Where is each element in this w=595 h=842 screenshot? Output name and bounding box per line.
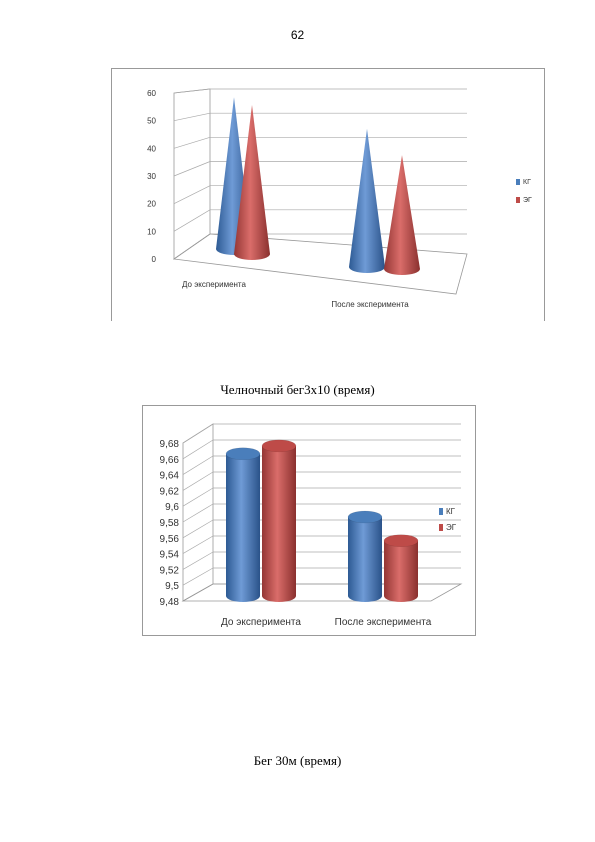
gridline-side — [182, 439, 214, 460]
legend-label: КГ — [523, 179, 531, 186]
y-tick-label: 10 — [147, 227, 156, 236]
y-tick-label: 50 — [147, 117, 156, 126]
y-tick-label: 9,58 — [160, 518, 180, 529]
legend-item: ЭГ — [439, 523, 456, 532]
gridline-side — [173, 185, 211, 204]
legend-swatch — [439, 508, 443, 515]
side-wall — [182, 423, 214, 602]
gridline-side — [182, 519, 214, 539]
y-tick-label: 20 — [147, 200, 156, 209]
y-tick-label: 30 — [147, 172, 156, 181]
y-tick-label: 40 — [147, 144, 156, 153]
gridline-side — [182, 567, 214, 586]
legend-label: ЭГ — [446, 523, 457, 532]
cylinder-bar — [226, 453, 260, 602]
gridline-side — [173, 136, 211, 149]
cone-chart: 0 10 20 30 40 50 60 До эксперимента После экспер… — [111, 68, 545, 321]
gridline-side — [182, 535, 214, 554]
y-tick-label: 9,62 — [160, 486, 180, 497]
y-tick-label: 0 — [152, 255, 157, 264]
gridline-side — [182, 487, 214, 507]
gridline-side — [173, 209, 211, 232]
gridline-side — [182, 503, 214, 523]
cylinder-top — [383, 534, 419, 547]
y-tick-label: 9,52 — [160, 565, 180, 576]
floor — [181, 583, 463, 602]
page-number: 62 — [290, 28, 305, 42]
chart-caption-30m-run: Бег 30м (время) — [253, 753, 342, 768]
cylinder-top — [347, 510, 383, 524]
cylinder-chart-plot: 9,48 9,5 9,52 9,54 9,56 9,58 9,6 9,62 9,64 9,66 9,… — [160, 423, 463, 628]
gridline-side — [173, 112, 211, 122]
gridline-side — [182, 455, 214, 475]
gridline-side — [173, 161, 211, 177]
x-category-label: После эксперимента — [331, 300, 409, 309]
cylinder-top — [261, 439, 297, 453]
cone-chart-plot: 0 10 20 30 40 50 60 До эксперимента После экспер… — [147, 88, 532, 309]
y-tick-label: 9,48 — [160, 597, 180, 608]
gridline-side — [182, 423, 214, 444]
cone-bar — [349, 128, 385, 273]
y-tick-label: 9,64 — [160, 471, 180, 482]
legend-swatch — [439, 524, 443, 531]
cylinder-bar — [262, 445, 296, 602]
gridline-side — [182, 551, 214, 570]
cylinder-bar — [348, 517, 382, 602]
legend-swatch — [516, 179, 520, 185]
legend-item: КГ — [439, 507, 455, 516]
gridline-side — [182, 471, 214, 491]
cylinder-top — [225, 447, 261, 461]
x-category-label: До эксперимента — [182, 280, 246, 289]
cone-bar — [384, 155, 420, 275]
y-tick-label: 9,5 — [165, 581, 179, 592]
y-tick-label: 9,54 — [160, 550, 180, 561]
legend-swatch — [516, 197, 520, 203]
y-tick-label: 9,56 — [160, 534, 180, 545]
y-tick-label: 60 — [147, 89, 156, 98]
cylinder-chart: 9,48 9,5 9,52 9,54 9,56 9,58 9,6 9,62 9,64 9,66 9,… — [142, 405, 476, 636]
cylinder-bar — [384, 540, 418, 602]
y-tick-label: 9,6 — [165, 502, 179, 513]
legend-label: ЭГ — [523, 197, 532, 204]
y-tick-label: 9,66 — [160, 455, 180, 466]
x-category-label: После эксперимента — [335, 617, 432, 628]
floor — [172, 233, 468, 295]
gridline-side — [173, 88, 211, 94]
chart-caption-shuttle-run: Челночный бег3х10 (время) — [220, 382, 375, 397]
cone-bar — [234, 104, 270, 260]
y-tick-label: 9,68 — [160, 439, 180, 450]
x-category-label: До эксперимента — [221, 617, 301, 628]
legend-label: КГ — [446, 507, 455, 516]
